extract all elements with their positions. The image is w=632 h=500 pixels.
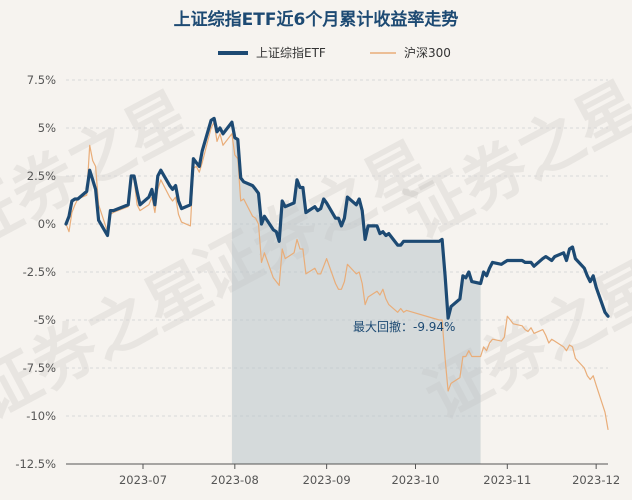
y-tick-label: 0% — [38, 217, 56, 231]
x-axis-ticks: 2023-07 2023-08 2023-09 2023-10 2023-11 2023-… — [119, 464, 620, 487]
y-tick-label: -10% — [26, 409, 56, 423]
y-tick-label: 2.5% — [27, 169, 56, 183]
legend: 上证综指ETF 沪深300 — [218, 45, 451, 60]
y-tick-label: 7.5% — [27, 73, 56, 87]
legend-label-etf: 上证综指ETF — [256, 45, 326, 60]
y-tick-label: -12.5% — [15, 457, 56, 471]
series-line-etf — [64, 116, 610, 320]
x-tick-label: 2023-09 — [303, 473, 351, 487]
legend-label-index: 沪深300 — [404, 46, 451, 60]
y-tick-label: -5% — [34, 313, 56, 327]
chart-title: 上证综指ETF近6个月累计收益率走势 — [174, 9, 459, 30]
x-tick-label: 2023-10 — [391, 473, 439, 487]
y-tick-label: -2.5% — [23, 265, 56, 279]
series-lines — [64, 116, 610, 430]
x-tick-label: 2023-07 — [119, 473, 167, 487]
y-tick-label: 5% — [38, 121, 56, 135]
y-tick-label: -7.5% — [23, 361, 56, 375]
watermark-text: 证券之星 — [393, 69, 632, 255]
x-tick-label: 2023-12 — [572, 473, 620, 487]
max-drawdown-area — [231, 122, 481, 464]
x-tick-label: 2023-11 — [483, 473, 531, 487]
x-tick-label: 2023-08 — [211, 473, 259, 487]
max-drawdown-label: 最大回撤：-9.94% — [353, 319, 455, 334]
y-axis-ticks: 7.5% 5% 2.5% 0% -2.5% -5% -7.5% -10% -12.5% — [15, 73, 56, 471]
